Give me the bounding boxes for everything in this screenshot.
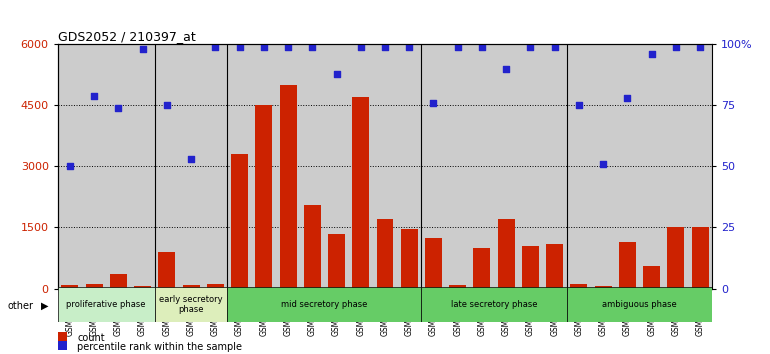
Bar <box>421 287 567 322</box>
Bar <box>691 228 708 289</box>
Point <box>209 44 222 50</box>
Text: ▶: ▶ <box>41 301 49 311</box>
Bar <box>182 285 199 289</box>
Point <box>451 44 464 50</box>
Bar <box>619 242 636 289</box>
Bar <box>304 205 321 289</box>
Point <box>670 44 682 50</box>
Text: early secretory
phase: early secretory phase <box>159 295 223 314</box>
Bar <box>594 286 611 289</box>
Bar <box>58 287 155 322</box>
Point <box>136 46 149 52</box>
Point <box>694 44 706 50</box>
Bar <box>567 287 712 322</box>
Text: proliferative phase: proliferative phase <box>66 300 146 309</box>
Bar <box>134 286 151 289</box>
Bar <box>155 287 227 322</box>
Bar <box>643 266 660 289</box>
Point <box>282 44 294 50</box>
Point <box>258 44 270 50</box>
Text: count: count <box>77 333 105 343</box>
Point <box>379 44 391 50</box>
Bar <box>474 248 490 289</box>
Bar <box>425 238 442 289</box>
Bar <box>85 284 102 289</box>
Point <box>645 51 658 57</box>
Bar <box>400 229 417 289</box>
Bar <box>497 219 514 289</box>
Bar <box>546 244 563 289</box>
Point <box>573 103 585 108</box>
Text: other: other <box>8 301 34 311</box>
Text: late secretory phase: late secretory phase <box>450 300 537 309</box>
Text: mid secretory phase: mid secretory phase <box>281 300 367 309</box>
Bar <box>377 219 393 289</box>
Text: GDS2052 / 210397_at: GDS2052 / 210397_at <box>58 30 196 43</box>
Bar <box>62 285 79 289</box>
Point <box>112 105 125 110</box>
Bar <box>449 285 466 289</box>
Point <box>500 66 512 72</box>
Point <box>476 44 488 50</box>
Point <box>403 44 415 50</box>
Bar <box>207 284 224 289</box>
Bar <box>571 284 588 289</box>
Bar <box>231 154 248 289</box>
Point <box>621 95 634 101</box>
Bar <box>353 97 370 289</box>
Point <box>88 93 100 98</box>
Bar <box>328 234 345 289</box>
Point <box>597 161 609 167</box>
Point <box>161 103 173 108</box>
Point <box>185 156 197 162</box>
Text: percentile rank within the sample: percentile rank within the sample <box>77 342 242 352</box>
Bar <box>256 105 273 289</box>
Bar <box>227 287 421 322</box>
Point <box>524 44 537 50</box>
Point <box>427 100 440 106</box>
Bar <box>668 228 685 289</box>
Bar <box>280 85 296 289</box>
Point <box>233 44 246 50</box>
Bar <box>159 252 176 289</box>
Point <box>355 44 367 50</box>
Point <box>330 71 343 76</box>
Point <box>548 44 561 50</box>
Text: ambiguous phase: ambiguous phase <box>602 300 677 309</box>
Bar <box>110 274 127 289</box>
Bar <box>522 246 539 289</box>
Point <box>306 44 319 50</box>
Point <box>64 164 76 169</box>
